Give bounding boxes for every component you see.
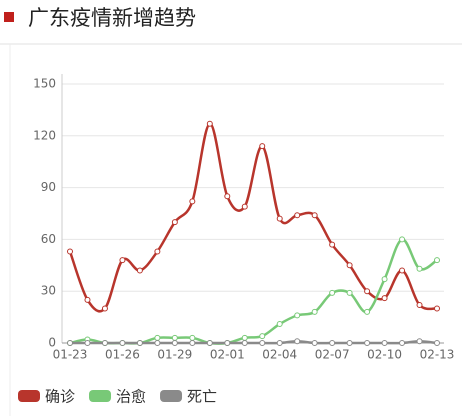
data-point xyxy=(224,193,231,200)
data-point xyxy=(364,340,371,346)
y-tick-label: 0 xyxy=(48,336,56,350)
data-point xyxy=(67,340,73,346)
x-tick-label: 02-01 xyxy=(210,348,245,362)
data-point xyxy=(381,276,388,283)
data-point xyxy=(171,340,178,346)
data-point xyxy=(259,333,266,340)
data-point xyxy=(329,241,336,248)
x-tick-label: 02-07 xyxy=(315,348,350,362)
data-point xyxy=(416,302,423,309)
data-point xyxy=(171,219,178,226)
data-point xyxy=(154,334,161,341)
data-point xyxy=(346,340,353,346)
data-point xyxy=(171,334,178,341)
legend-swatch xyxy=(160,390,183,402)
y-tick-label: 150 xyxy=(33,77,56,91)
y-tick-label: 30 xyxy=(41,284,56,298)
y-tick-label: 60 xyxy=(41,232,56,246)
data-point xyxy=(119,257,126,264)
data-point xyxy=(224,340,231,346)
data-point xyxy=(206,340,213,346)
data-point xyxy=(189,334,196,341)
data-point xyxy=(241,334,248,341)
data-point xyxy=(311,308,318,315)
x-tick-label: 02-13 xyxy=(420,348,455,362)
data-point xyxy=(381,295,388,302)
data-point xyxy=(189,340,196,346)
legend-label: 死亡 xyxy=(187,388,217,406)
data-point xyxy=(434,257,440,264)
data-point xyxy=(346,262,353,269)
data-point xyxy=(101,305,108,312)
title-icon xyxy=(4,12,14,22)
x-tick-label: 01-23 xyxy=(53,348,88,362)
data-point xyxy=(311,340,318,346)
data-point xyxy=(136,267,143,274)
data-point xyxy=(189,198,196,205)
data-point xyxy=(311,212,318,219)
x-tick-label: 02-04 xyxy=(262,348,297,362)
data-point xyxy=(364,288,371,295)
legend-label: 确诊 xyxy=(45,388,75,406)
data-point xyxy=(294,312,301,319)
y-tick-label: 120 xyxy=(33,128,56,142)
data-point xyxy=(329,340,336,346)
data-point xyxy=(399,340,406,346)
legend-swatch xyxy=(89,390,112,402)
data-point xyxy=(119,340,126,346)
legend-swatch xyxy=(18,390,40,402)
data-point xyxy=(276,215,283,222)
data-point xyxy=(101,340,108,346)
data-point xyxy=(84,296,91,303)
data-point xyxy=(241,340,248,346)
data-point xyxy=(259,340,266,346)
data-point xyxy=(416,338,423,345)
data-point xyxy=(329,289,336,296)
x-tick-label: 01-26 xyxy=(105,348,140,362)
x-tick-label: 02-10 xyxy=(367,348,402,362)
series-line xyxy=(70,340,438,345)
data-point xyxy=(416,265,423,272)
data-point xyxy=(241,203,248,210)
series-line xyxy=(68,122,438,313)
data-point xyxy=(364,308,371,315)
data-point xyxy=(67,248,73,255)
data-point xyxy=(206,120,213,127)
chart-title: 广东疫情新增趋势 xyxy=(28,6,196,30)
data-point xyxy=(276,321,283,328)
data-point xyxy=(136,340,143,346)
data-point xyxy=(154,248,161,255)
data-point xyxy=(276,340,283,346)
data-point xyxy=(399,267,406,274)
y-tick-label: 90 xyxy=(41,180,56,194)
data-point xyxy=(259,143,266,150)
data-point xyxy=(294,338,301,345)
legend-label: 治愈 xyxy=(116,388,146,406)
data-point xyxy=(294,212,301,219)
data-point xyxy=(346,289,353,296)
data-point xyxy=(381,340,388,346)
data-point xyxy=(399,236,406,243)
data-point xyxy=(434,340,440,346)
data-point xyxy=(154,340,161,346)
data-point xyxy=(84,340,91,346)
data-point xyxy=(434,305,440,312)
x-tick-label: 01-29 xyxy=(157,348,192,362)
